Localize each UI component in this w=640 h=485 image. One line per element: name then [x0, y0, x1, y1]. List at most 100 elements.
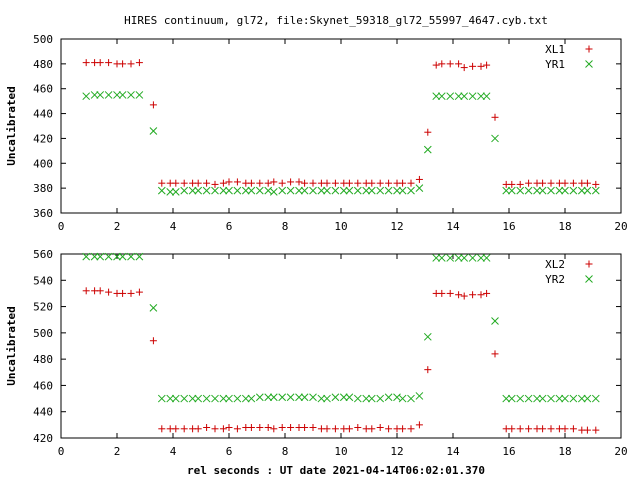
data-point: [264, 179, 272, 187]
x-tick-label: 16: [502, 445, 515, 458]
data-point: [331, 393, 340, 402]
data-point: [211, 180, 219, 188]
data-point: [264, 393, 273, 402]
data-point: [398, 186, 407, 195]
data-point: [119, 60, 127, 68]
data-point: [354, 423, 362, 431]
data-point: [135, 288, 143, 296]
data-point: [219, 394, 228, 403]
data-point: [317, 186, 326, 195]
data-point: [225, 178, 233, 186]
x-tick-label: 0: [58, 445, 65, 458]
data-point: [331, 179, 339, 187]
data-point: [367, 394, 376, 403]
data-point: [415, 392, 424, 400]
data-point: [367, 186, 376, 195]
data-point: [502, 394, 511, 403]
data-point: [166, 188, 175, 196]
data-point: [507, 394, 516, 403]
data-point: [171, 188, 180, 196]
data-point: [225, 186, 233, 195]
data-point: [171, 394, 180, 403]
data-point: [345, 425, 353, 433]
x-tick-label: 12: [390, 445, 403, 458]
data-point: [437, 254, 446, 262]
data-point: [446, 254, 455, 262]
data-point: [233, 425, 241, 433]
data-point: [446, 289, 454, 297]
data-point: [247, 394, 256, 403]
data-point: [491, 134, 499, 143]
data-point: [309, 186, 317, 195]
data-point: [233, 394, 242, 403]
data-point: [203, 179, 211, 187]
data-point: [482, 254, 491, 262]
data-point: [407, 394, 415, 403]
data-point: [460, 64, 468, 72]
data-point: [269, 188, 278, 196]
data-point: [393, 186, 401, 195]
data-point: [104, 252, 113, 261]
data-point: [118, 252, 127, 261]
data-point: [591, 394, 600, 403]
data-point: [166, 394, 175, 403]
data-point: [345, 393, 354, 402]
data-point: [247, 186, 256, 195]
data-point: [591, 186, 600, 195]
data-point: [270, 425, 278, 433]
data-point: [561, 179, 569, 187]
data-point: [423, 332, 432, 341]
legend-marker: [585, 60, 593, 68]
data-point: [538, 394, 547, 403]
data-point: [438, 60, 446, 68]
data-point: [399, 425, 407, 433]
plot-frame: [60, 38, 622, 214]
data-point: [384, 393, 393, 402]
data-point: [482, 92, 491, 101]
data-point: [295, 186, 303, 195]
data-point: [345, 186, 354, 195]
legend-label: YR1: [545, 58, 565, 71]
data-point: [483, 289, 491, 297]
data-point: [105, 59, 113, 67]
data-point: [424, 366, 432, 374]
data-point: [455, 291, 463, 299]
data-point: [583, 179, 591, 187]
data-point: [468, 92, 477, 101]
y-tick-label: 400: [33, 157, 53, 170]
data-point: [415, 184, 424, 192]
data-point: [241, 186, 250, 195]
data-point: [477, 291, 485, 299]
data-point: [539, 179, 547, 187]
data-point: [82, 92, 91, 101]
data-point: [460, 254, 469, 262]
data-point: [96, 59, 104, 67]
plot-panel-2: 0 2 4 6 8 10 12 14 16 18 20 420 440 460 480 500 520 540 56…: [5, 248, 628, 458]
y-tick-label: 560: [33, 248, 53, 261]
data-point: [323, 394, 331, 403]
data-point: [415, 175, 423, 183]
data-point: [407, 186, 415, 195]
legend-marker: [585, 260, 593, 268]
data-point: [424, 128, 432, 136]
data-point: [516, 425, 524, 433]
x-axis-label: rel seconds : UT date 2021-04-14T06:02:0…: [187, 464, 485, 477]
legend-marker: [585, 275, 593, 283]
y-tick-label: 440: [33, 108, 53, 121]
data-point: [508, 425, 516, 433]
data-point: [432, 92, 441, 101]
data-point: [339, 393, 348, 402]
data-point: [460, 292, 468, 300]
legend-label: XL2: [545, 258, 565, 271]
data-point: [353, 186, 362, 195]
y-tick-label: 480: [33, 58, 53, 71]
data-point: [247, 179, 255, 187]
data-point: [96, 287, 104, 295]
data-point: [256, 423, 264, 431]
data-point: [555, 186, 564, 195]
data-point: [149, 127, 158, 135]
plot-panel-1: 0 2 4 6 8 10 12 14 16 18 20 360 380 400 420 440 460 480 50…: [5, 33, 628, 233]
data-point: [483, 61, 491, 69]
data-point: [516, 394, 525, 403]
data-point: [269, 393, 278, 402]
